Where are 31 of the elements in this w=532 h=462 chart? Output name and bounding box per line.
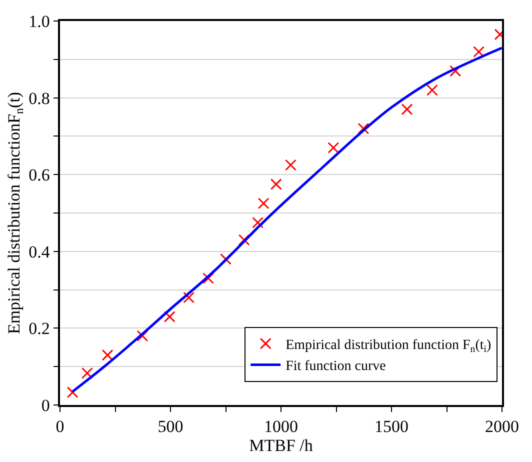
point [81, 367, 93, 379]
legend-label: Fit function curve [286, 359, 386, 374]
point [270, 178, 282, 190]
x-tick-label: 0 [56, 417, 64, 436]
y-tick-label: 0.6 [28, 166, 50, 185]
x-tick-label: 500 [158, 417, 184, 436]
point [258, 198, 270, 210]
point [473, 46, 485, 58]
point [164, 310, 176, 322]
point [202, 272, 214, 284]
y-tick-label: 0.4 [28, 242, 50, 262]
point [238, 234, 250, 246]
y-tick-label: 0.8 [28, 88, 50, 108]
point [102, 349, 114, 361]
y-tick-label: 0.2 [28, 319, 50, 338]
line-series [71, 46, 502, 393]
y-tick-label: 0 [41, 396, 50, 415]
point [183, 292, 195, 304]
point [426, 84, 438, 96]
point [136, 330, 148, 342]
point [328, 142, 340, 154]
legend-label: Empirical distribution function F$_{n}$(t$_{i}$) [286, 338, 492, 355]
point [252, 216, 264, 228]
x-tick-label: 1000 [264, 417, 298, 436]
x-tick-label: 2000 [485, 417, 519, 436]
point [401, 104, 413, 116]
point [284, 159, 296, 171]
x-tick-label: 1500 [374, 417, 408, 436]
y-tick-label: 1.0 [28, 12, 50, 31]
point [358, 122, 370, 134]
x-axis-title: MTBF /h [249, 436, 314, 456]
